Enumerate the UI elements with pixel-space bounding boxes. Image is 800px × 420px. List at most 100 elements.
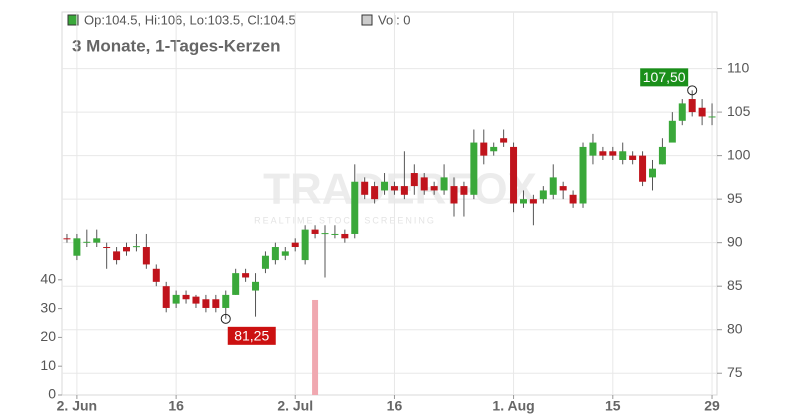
candle-body [242, 273, 250, 278]
candle-body [83, 241, 91, 243]
x-tick-label: 1. Aug [492, 398, 534, 414]
x-tick-label: 2. Jun [57, 398, 97, 414]
candle-body [609, 151, 617, 156]
candle-body [460, 186, 468, 195]
candle-body [371, 186, 379, 200]
y-tick-label: 75 [727, 364, 743, 380]
annotation-label: 81,25 [234, 328, 269, 344]
candle-body [331, 233, 339, 235]
candle-body [152, 268, 160, 282]
candle-body [410, 173, 418, 187]
candle-body [539, 190, 547, 200]
x-tick-label: 16 [387, 398, 403, 414]
candle-body [192, 296, 200, 304]
candle-body [510, 146, 518, 204]
candle-body [202, 299, 210, 308]
candle-body [123, 247, 131, 252]
candle-body [519, 199, 527, 204]
candle-body [599, 151, 607, 156]
candle-body [569, 194, 577, 204]
y-tick-label: 80 [727, 320, 743, 336]
candle-body [619, 151, 627, 160]
candle-body [629, 155, 637, 160]
candle-body [470, 142, 478, 195]
candle-body [698, 107, 706, 117]
candle-body [400, 186, 408, 195]
x-tick-label: 29 [704, 398, 720, 414]
candle-body [291, 242, 299, 248]
y2-tick-label: 40 [40, 271, 56, 287]
y-tick-label: 100 [727, 146, 751, 162]
candle-body [341, 233, 349, 239]
candle-body [490, 146, 498, 152]
candle-body [311, 229, 319, 234]
legend-text: Op:104.5, Hi:106, Lo:103.5, Cl:104.5 [84, 12, 296, 27]
candle-body [559, 186, 567, 191]
candle-body [420, 177, 428, 191]
y2-tick-label: 20 [40, 328, 56, 344]
candle-body [172, 294, 180, 304]
candle-body [182, 294, 190, 300]
annotation-box [227, 326, 276, 345]
y-tick-label: 85 [727, 277, 743, 293]
candle-body [549, 177, 557, 195]
y-tick-label: 95 [727, 190, 743, 206]
candle-body [212, 299, 220, 308]
volume-swatch [361, 14, 373, 26]
candle-body [648, 168, 656, 178]
y-tick-label: 110 [727, 59, 750, 75]
annotation-label: 107,50 [643, 69, 686, 85]
candle-body [579, 146, 587, 204]
annotation-marker [687, 85, 698, 96]
watermark-sub: REALTIME STOCK SCREENING [254, 215, 436, 225]
y-tick-label: 90 [727, 233, 743, 249]
candle-body [440, 177, 448, 191]
candle-body [688, 99, 696, 113]
candle-body [381, 181, 389, 191]
candle-body [708, 116, 716, 118]
x-tick-label: 16 [168, 398, 184, 414]
candle-body [73, 238, 81, 256]
candle-body [668, 120, 676, 143]
candle-body [132, 246, 140, 248]
candle-body [103, 247, 111, 249]
y2-tick-label: 10 [40, 357, 56, 373]
candle-body [252, 281, 260, 291]
x-tick-label: 15 [605, 398, 621, 414]
candle-body [261, 255, 269, 269]
candle-body [351, 181, 359, 234]
candle-body [281, 251, 289, 256]
candle-body [361, 181, 369, 195]
candle-body [678, 103, 686, 121]
candle-body [222, 294, 230, 308]
candle-body [63, 238, 71, 240]
candle-body [589, 142, 597, 156]
candle-body [480, 142, 488, 156]
candle-body [93, 238, 101, 243]
candle-body [639, 155, 647, 182]
candle-body [430, 186, 438, 191]
x-tick-label: 2. Jul [277, 398, 313, 414]
candle-body [500, 138, 508, 143]
y-tick-label: 105 [727, 103, 751, 119]
candle-body [142, 247, 150, 265]
y2-tick-label: 0 [48, 386, 56, 402]
annotation-box [640, 68, 689, 87]
candle-body [658, 146, 666, 165]
candle-body [232, 273, 240, 295]
candle-body [321, 233, 329, 235]
candle-body [162, 286, 170, 308]
annotation-marker [220, 313, 231, 324]
candle-body [271, 247, 279, 261]
watermark: TRADERFOX [263, 165, 537, 214]
plot-frame [61, 11, 718, 396]
candle-body [529, 199, 537, 204]
y2-tick-label: 30 [40, 299, 56, 315]
candle-body [113, 251, 121, 261]
legend-swatch [67, 14, 79, 26]
candle-body [301, 229, 309, 261]
volume-bar [312, 299, 319, 395]
candle-body [390, 186, 398, 191]
candle-body [450, 186, 458, 204]
